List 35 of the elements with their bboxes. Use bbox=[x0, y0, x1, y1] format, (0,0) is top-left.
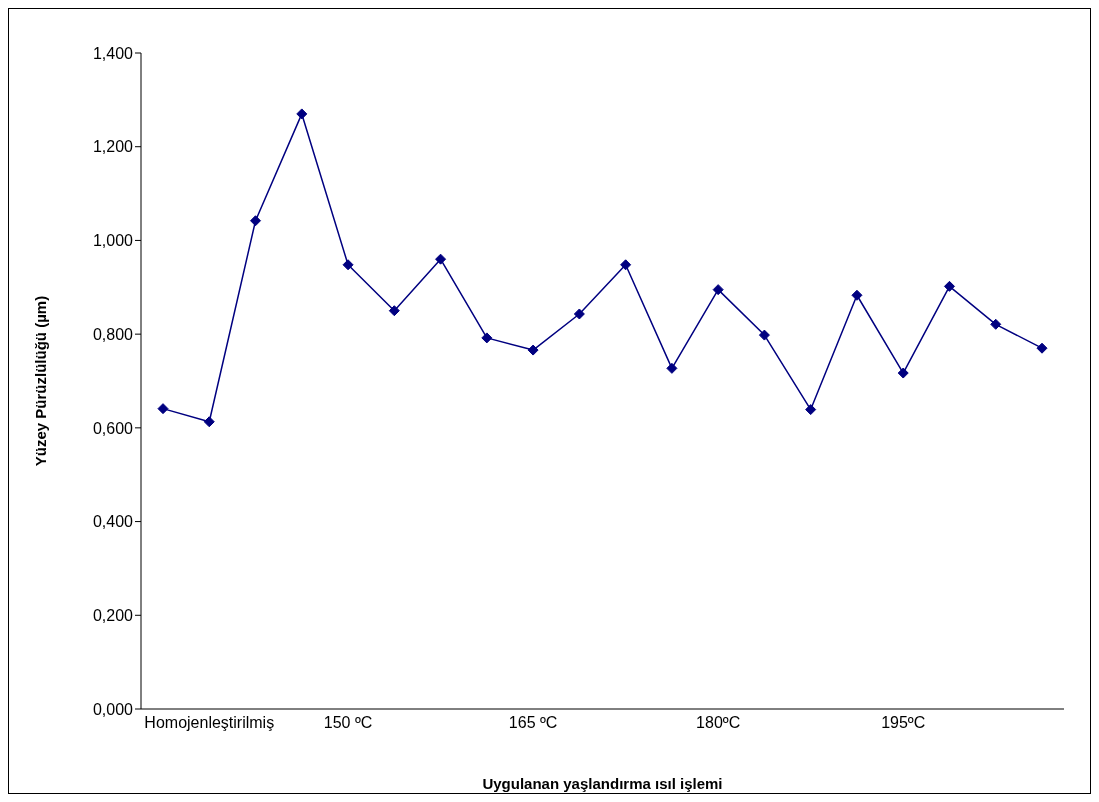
x-tick-label: 150 ºC bbox=[323, 714, 373, 732]
point bbox=[1036, 342, 1048, 354]
point bbox=[805, 404, 817, 416]
point bbox=[851, 289, 863, 301]
point bbox=[758, 329, 770, 341]
point bbox=[943, 280, 955, 292]
point bbox=[157, 403, 169, 415]
point bbox=[527, 344, 539, 356]
point bbox=[388, 305, 400, 317]
x-tick-label: 195ºC bbox=[881, 714, 926, 732]
x-tick-label: Homojenleştirilmiş bbox=[144, 714, 275, 732]
x-tick-label: 165 ºC bbox=[508, 714, 558, 732]
y-tick-label: 0,600 bbox=[92, 419, 134, 437]
point bbox=[666, 362, 678, 374]
y-tick-label: 1,200 bbox=[92, 138, 134, 156]
point bbox=[296, 108, 308, 120]
point bbox=[435, 253, 447, 265]
point bbox=[481, 332, 493, 344]
x-tick-label: 180ºC bbox=[696, 714, 741, 732]
point bbox=[990, 318, 1002, 330]
y-tick-label: 0,800 bbox=[92, 325, 134, 343]
x-axis-title: Uygulanan yaşlandırma ısıl işlemi bbox=[482, 775, 723, 792]
point bbox=[573, 308, 585, 320]
point bbox=[712, 284, 724, 296]
y-tick-label: 0,400 bbox=[92, 513, 134, 531]
y-tick-label: 0,000 bbox=[92, 700, 134, 718]
y-tick-label: 1,400 bbox=[92, 44, 134, 62]
y-axis-title: Yüzey Pürüzlülüğü (µm) bbox=[32, 295, 50, 467]
point bbox=[203, 416, 215, 428]
y-tick-label: 0,200 bbox=[92, 606, 134, 624]
y-tick-label: 1,000 bbox=[92, 232, 134, 250]
point bbox=[897, 367, 909, 379]
point bbox=[250, 215, 262, 227]
point bbox=[342, 259, 354, 271]
point bbox=[620, 259, 632, 271]
